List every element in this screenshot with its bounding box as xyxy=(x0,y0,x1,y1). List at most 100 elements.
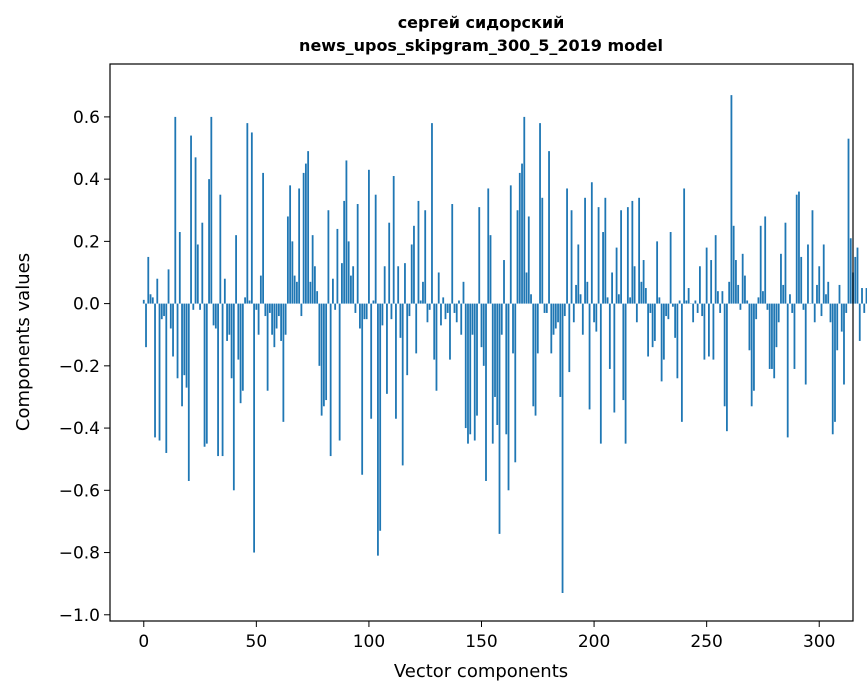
bar xyxy=(359,303,361,329)
y-tick-label: 0.6 xyxy=(73,108,100,128)
x-tick-label: 0 xyxy=(138,632,149,652)
bar xyxy=(354,303,357,313)
y-tick-label: −0.4 xyxy=(59,419,100,439)
bar xyxy=(836,303,839,351)
bar xyxy=(395,303,397,419)
bar xyxy=(284,303,287,335)
bar xyxy=(377,303,379,556)
bar xyxy=(793,303,796,369)
bar xyxy=(622,303,625,401)
bar xyxy=(840,303,843,332)
bar xyxy=(640,281,643,304)
bar xyxy=(658,297,661,304)
bar xyxy=(199,303,201,310)
bar xyxy=(570,210,573,304)
bar xyxy=(795,194,798,304)
bar xyxy=(782,284,785,304)
bar xyxy=(210,116,213,304)
bar xyxy=(480,303,483,348)
bar xyxy=(253,303,255,553)
bar xyxy=(221,303,224,457)
bar xyxy=(548,151,550,304)
bar xyxy=(818,266,821,304)
bar xyxy=(341,263,343,304)
bar xyxy=(568,303,571,373)
bar xyxy=(282,303,285,422)
bar xyxy=(408,303,411,317)
bar xyxy=(644,288,647,304)
bar xyxy=(723,303,726,407)
bar xyxy=(579,294,582,304)
bar xyxy=(289,185,292,304)
bar xyxy=(485,303,487,481)
bar xyxy=(399,303,402,338)
bar xyxy=(214,303,217,329)
bar xyxy=(458,300,460,304)
bar xyxy=(370,303,373,419)
bar xyxy=(350,275,352,304)
bar xyxy=(728,281,731,304)
bar xyxy=(753,303,755,391)
bar xyxy=(789,294,791,304)
bar xyxy=(325,303,328,401)
bar xyxy=(777,303,780,323)
bar xyxy=(176,303,179,379)
bar xyxy=(671,303,674,307)
bar xyxy=(208,179,210,304)
bar xyxy=(280,303,283,341)
bar xyxy=(415,303,418,354)
bar xyxy=(205,303,208,444)
bar xyxy=(678,300,681,304)
bar xyxy=(494,303,496,397)
bar xyxy=(158,303,161,441)
bar xyxy=(804,303,807,385)
bar xyxy=(163,303,165,317)
bar xyxy=(586,281,589,304)
bar xyxy=(223,278,226,304)
bar xyxy=(230,303,233,379)
bar xyxy=(503,260,505,304)
bar xyxy=(295,281,298,304)
bar xyxy=(786,303,789,438)
bar xyxy=(626,207,629,304)
bar xyxy=(552,303,555,335)
bar xyxy=(653,303,656,341)
bar xyxy=(514,303,517,463)
bar xyxy=(843,303,845,385)
x-tick-label: 50 xyxy=(246,632,268,652)
bar xyxy=(581,303,584,335)
bar xyxy=(748,303,751,351)
bar xyxy=(676,303,679,379)
bar xyxy=(735,260,737,304)
bar xyxy=(347,241,350,304)
bar xyxy=(275,303,278,329)
bar xyxy=(327,210,330,304)
y-tick-label: −0.2 xyxy=(59,357,100,377)
bar xyxy=(575,284,577,304)
bar xyxy=(444,303,447,320)
bar xyxy=(185,303,188,388)
chart-title-line1: сергей сидорский xyxy=(398,13,565,32)
bar xyxy=(532,303,535,407)
bar xyxy=(602,232,604,304)
bar xyxy=(608,303,611,369)
bar xyxy=(154,303,156,438)
bar xyxy=(635,303,638,323)
bar xyxy=(696,303,699,313)
bar xyxy=(336,228,339,304)
bar xyxy=(685,300,688,304)
bar xyxy=(543,303,546,313)
bar xyxy=(599,303,602,444)
bar xyxy=(737,284,740,304)
y-tick-label: 0.2 xyxy=(73,232,100,252)
bar xyxy=(615,247,618,304)
bar xyxy=(764,216,767,304)
bar xyxy=(320,303,323,416)
bar xyxy=(190,135,192,304)
bar xyxy=(174,116,177,304)
bar xyxy=(611,272,613,304)
bar xyxy=(467,303,469,444)
bar xyxy=(530,294,532,304)
bar xyxy=(768,303,771,369)
bar xyxy=(662,303,665,360)
